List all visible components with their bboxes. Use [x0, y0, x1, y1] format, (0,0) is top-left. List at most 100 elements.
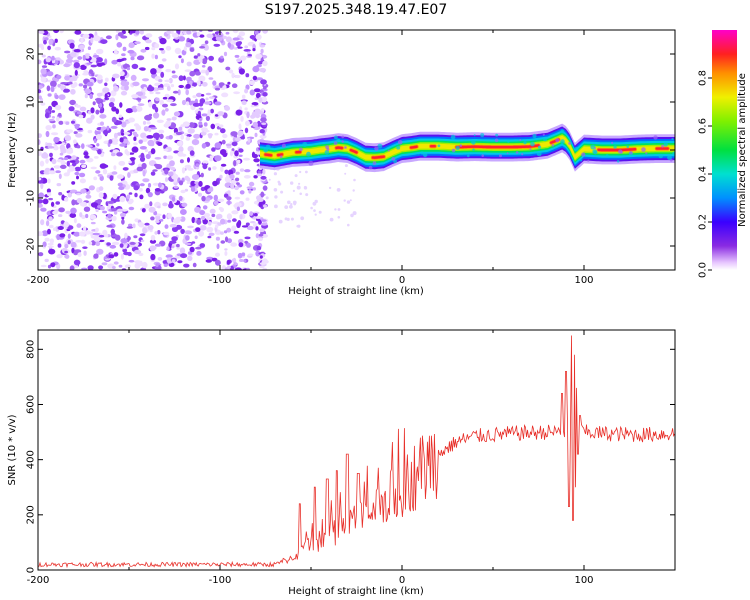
noise-blob: [261, 222, 268, 226]
noise-blob: [100, 39, 108, 44]
noise-blob: [179, 247, 186, 254]
noise-blob: [59, 30, 64, 34]
noise-blob: [179, 32, 183, 38]
colorbar-gradient: [712, 30, 737, 270]
noise-blob: [215, 34, 223, 38]
noise-blob: [313, 209, 316, 212]
noise-blob: [139, 194, 144, 200]
x-tick-label: 100: [574, 575, 593, 586]
noise-blob: [95, 134, 102, 140]
noise-blob: [95, 208, 99, 213]
noise-blob: [121, 132, 125, 136]
noise-blob: [40, 76, 47, 83]
noise-blob: [260, 117, 267, 123]
band-speckle: [620, 150, 623, 154]
noise-blob: [59, 85, 67, 90]
noise-blob: [274, 195, 278, 199]
noise-blob: [79, 172, 86, 178]
noise-blob: [194, 71, 201, 76]
noise-blob: [54, 60, 59, 65]
noise-blob: [165, 120, 172, 127]
noise-blob: [150, 216, 155, 221]
noise-blob: [91, 72, 95, 77]
noise-blob: [214, 101, 222, 106]
noise-blob: [128, 160, 132, 164]
noise-blob: [247, 253, 254, 257]
noise-blob: [146, 86, 155, 92]
noise-blob: [115, 108, 120, 115]
noise-blob: [44, 258, 49, 263]
spectrogram-x-label: Height of straight line (km): [288, 286, 424, 297]
noise-blob: [162, 260, 168, 264]
noise-blob: [238, 242, 244, 248]
noise-blob: [196, 80, 201, 86]
noise-blob: [117, 62, 122, 67]
noise-blob: [185, 136, 191, 141]
noise-blob: [85, 194, 92, 199]
noise-blob: [220, 128, 226, 134]
noise-blob: [262, 60, 268, 67]
noise-blob: [242, 157, 251, 161]
noise-blob: [150, 171, 156, 176]
noise-blob: [232, 37, 240, 41]
noise-blob: [85, 213, 89, 219]
noise-blob: [92, 232, 100, 236]
noise-blob: [236, 58, 242, 63]
noise-blob: [38, 95, 42, 100]
noise-blob: [128, 152, 135, 155]
noise-blob: [142, 78, 149, 82]
band-speckle: [594, 147, 597, 149]
noise-blob: [257, 120, 261, 127]
noise-blob: [159, 48, 164, 51]
noise-blob: [69, 265, 75, 270]
noise-blob: [84, 155, 90, 159]
noise-blob: [191, 82, 197, 87]
noise-blob: [63, 50, 71, 54]
band-speckle: [391, 157, 396, 161]
noise-blob: [154, 54, 158, 60]
noise-blob: [139, 30, 145, 35]
noise-blob: [273, 188, 278, 192]
noise-blob: [196, 250, 202, 256]
noise-blob: [95, 170, 101, 174]
noise-blob: [93, 253, 99, 259]
noise-blob: [68, 165, 75, 172]
noise-blob: [263, 86, 267, 90]
noise-blob: [131, 63, 139, 69]
noise-blob: [133, 142, 138, 146]
noise-blob: [246, 242, 251, 248]
noise-blob: [104, 58, 108, 65]
noise-blob: [214, 123, 220, 127]
noise-blob: [53, 30, 60, 34]
band-speckle: [555, 138, 560, 143]
noise-blob: [186, 101, 190, 106]
noise-blob: [183, 46, 187, 52]
noise-blob: [256, 173, 263, 177]
noise-blob: [95, 109, 100, 115]
noise-blob: [147, 139, 155, 147]
noise-blob: [207, 221, 212, 226]
band-speckle: [521, 153, 524, 156]
noise-blob: [349, 199, 352, 202]
noise-blob: [47, 45, 51, 51]
noise-blob: [205, 115, 210, 122]
noise-blob: [202, 205, 208, 210]
band-speckle: [471, 140, 476, 145]
noise-blob: [224, 236, 229, 243]
noise-blob: [171, 245, 175, 249]
noise-blob: [132, 223, 136, 229]
noise-blob: [245, 197, 250, 201]
noise-blob: [204, 197, 211, 202]
noise-blob: [106, 242, 111, 246]
noise-blob: [203, 44, 209, 51]
noise-blob: [138, 139, 143, 144]
noise-blob: [69, 213, 77, 218]
noise-blob: [259, 67, 267, 73]
noise-blob: [344, 172, 347, 175]
noise-blob: [38, 203, 43, 208]
band-speckle: [308, 160, 314, 166]
noise-blob: [337, 208, 341, 211]
noise-blob: [237, 130, 244, 137]
noise-blob: [142, 178, 150, 183]
noise-blob: [80, 239, 86, 244]
